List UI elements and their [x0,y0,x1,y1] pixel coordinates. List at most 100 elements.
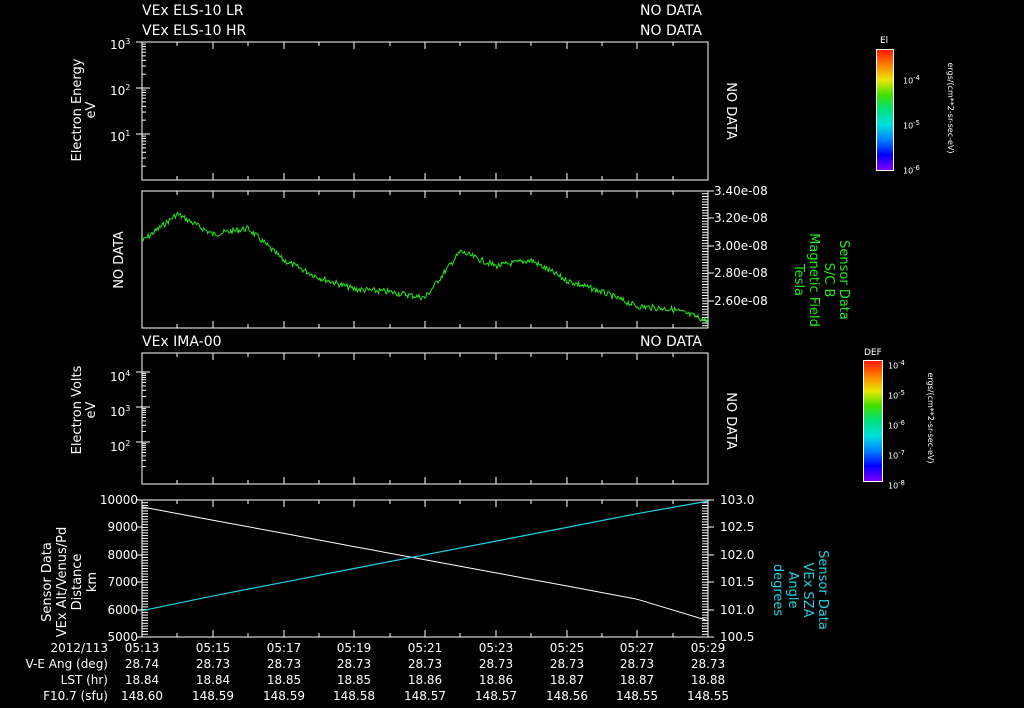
footer-cell-ve: 28.73 [266,657,302,671]
footer-cell-time: 05:21 [407,641,443,655]
colorbar2-tick-2: 10-6 [888,419,905,431]
footer-cell-time: 05:29 [690,641,726,655]
footer-cell-lst: 18.86 [407,673,443,687]
colorbar2-units: ergs/(cm**2-sr-sec-eV) [926,372,935,464]
panel1-ylabel-line2: eV [84,101,99,119]
panel3-frame [141,352,709,485]
footer-cell-time: 05:23 [478,641,514,655]
footer-cell-time: 05:13 [124,641,160,655]
panel4-ylabel-right-line4: degrees [770,563,785,617]
panel1-frame [141,41,709,181]
footer-cell-ve: 28.73 [549,657,585,671]
panel4-ytick-right-3: 101.5 [720,575,755,589]
footer-cell-f107: 148.55 [616,689,658,703]
colorbar2-title: DEF [864,348,882,358]
footer-cell-time: 05:27 [619,641,655,655]
panel4-ylabel-right-line3: Angle [785,571,800,609]
panel4-ytick-right-4: 101.0 [720,603,755,617]
panel2-ylabel-line3: Magnetic Field [806,233,821,327]
footer-cell-f107: 148.58 [333,689,375,703]
footer-cell-f107: 148.60 [121,689,163,703]
colorbar1-tick-1: 10-5 [903,119,920,131]
magnetic-field-line [141,211,709,325]
panel3-title: VEx IMA-00 [142,334,222,350]
footer-date-label: 2012/113 [50,641,109,655]
panel2-ylabel: Sensor Data S/C B Magnetic Field Tesla [791,225,851,335]
panel3-no-data-label: NO DATA [723,392,738,450]
panel4-frame [141,499,709,638]
footer-cell-time: 05:25 [549,641,585,655]
footer-cell-lst: 18.86 [478,673,514,687]
panel4-ytick-left-4: 6000 [107,603,138,617]
footer-cell-ve: 28.73 [619,657,655,671]
footer-cell-ve: 28.73 [336,657,372,671]
panel4-ytick-left-1: 9000 [107,520,138,534]
altitude-line [141,506,709,622]
footer-cell-f107: 148.56 [546,689,588,703]
footer-f107-label: F10.7 (sfu) [43,689,108,703]
panel4-ytick-right-0: 103.0 [720,493,755,507]
panel3-ylabel: Electron Volts eV [70,350,99,470]
colorbar1-tick-0: 10-4 [903,74,920,86]
footer-ve-label: V-E Ang (deg) [25,657,108,671]
footer-cell-time: 05:17 [266,641,302,655]
panel3-ylabel-line2: eV [84,401,99,419]
panel1-ylabel-line1: Electron Energy [70,58,85,162]
panel3-ytick-1: 103 [110,404,131,419]
panel2-ylabel-line4: Tesla [791,263,806,297]
sza-line [141,500,709,612]
footer-lst-label: LST (hr) [60,673,108,687]
panel4-ylabel-right-line1: Sensor Data [815,550,830,630]
colorbar2-tick-3: 10-7 [888,449,905,461]
panel2-ytick-0: 3.40e-08 [714,184,768,198]
panel4-ytick-right-2: 102.0 [720,548,755,562]
colorbar1-units: ergs/(cm**2-sr-sec-eV) [946,62,955,154]
panel2-no-data-label: NO DATA [112,231,127,289]
panel4-ytick-left-2: 8000 [107,548,138,562]
panel4-ytick-left-5: 5000 [107,630,138,644]
panel1-ytick-0: 103 [110,37,131,52]
footer-cell-f107: 148.59 [192,689,234,703]
footer-cell-lst: 18.87 [619,673,655,687]
panel2-ytick-2: 3.00e-08 [714,239,768,253]
panel3-ytick-0: 104 [110,369,131,384]
colorbar1 [876,49,894,171]
panel4-ytick-left-0: 10000 [99,493,138,507]
panel1-title-2: VEx ELS-10 HR [142,23,247,39]
footer-cell-lst: 18.87 [549,673,585,687]
footer-cell-ve: 28.74 [124,657,160,671]
panel4-ytick-right-5: 100.5 [720,630,755,644]
footer-cell-ve: 28.73 [478,657,514,671]
panel2-ylabel-line2: S/C B [821,262,836,298]
footer-cell-f107: 148.57 [475,689,517,703]
footer-cell-lst: 18.88 [690,673,726,687]
colorbar2-tick-1: 10-5 [888,389,905,401]
panel3-status: NO DATA [640,334,703,350]
footer-cell-ve: 28.73 [690,657,726,671]
colorbar2-tick-0: 10-4 [888,359,905,371]
panel1-ytick-2: 101 [110,129,131,144]
footer-cell-lst: 18.85 [336,673,372,687]
panel4-ytick-right-1: 102.5 [720,520,755,534]
panel4-ytick-left-3: 7000 [107,575,138,589]
panel4-ylabel-right: Sensor Data VEx SZA Angle degrees [770,535,830,645]
panel1-no-data-label: NO DATA [723,82,738,140]
panel2-ylabel-line1: Sensor Data [836,240,851,320]
panel1-status-2: NO DATA [640,23,703,39]
footer-cell-time: 05:15 [195,641,231,655]
panel1-ytick-1: 102 [110,83,131,98]
panel1-ylabel: Electron Energy eV [70,50,99,170]
footer-cell-time: 05:19 [336,641,372,655]
footer-cell-f107: 148.57 [404,689,446,703]
footer-cell-lst: 18.84 [124,673,160,687]
colorbar2 [863,360,883,482]
colorbar1-tick-2: 10-6 [903,164,920,176]
panel1-status-1: NO DATA [640,3,703,19]
footer-cell-ve: 28.73 [407,657,443,671]
footer-cell-f107: 148.59 [263,689,305,703]
colorbar2-tick-4: 10-8 [888,479,905,491]
panel2-ytick-4: 2.60e-08 [714,294,768,308]
panel2-ytick-3: 2.80e-08 [714,266,768,280]
panel2-frame [141,190,709,329]
